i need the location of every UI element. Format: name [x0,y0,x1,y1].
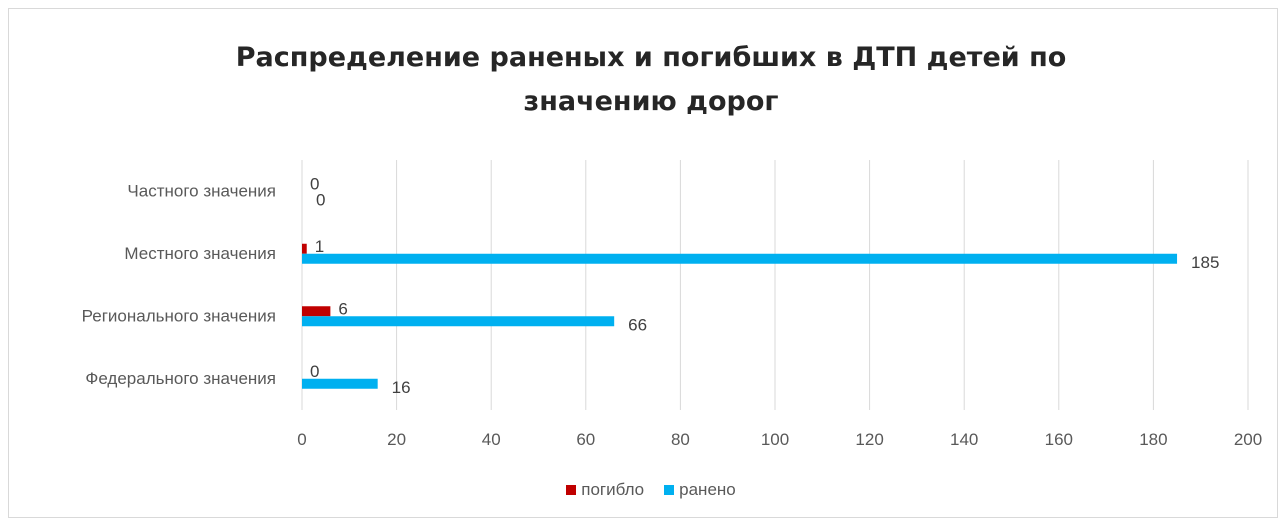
legend-item-0: погибло [566,480,644,500]
x-axis-ticks: 0 20 40 60 80 100 120 140 160 180 200 [297,430,1262,449]
x-tick-label-7: 140 [950,430,978,449]
data-label-died-2: 1 [315,237,324,256]
x-tick-label-9: 180 [1139,430,1167,449]
legend-swatch-0 [566,485,577,495]
legend-swatch-1 [664,485,675,495]
bar-injured-1 [302,316,615,327]
data-label-injured-2: 185 [1191,253,1219,272]
x-tick-label-5: 100 [761,430,789,449]
data-label-died-0: 0 [310,362,319,381]
data-label-injured-1: 66 [628,315,647,334]
x-tick-label-0: 0 [297,430,306,449]
data-label-injured-0: 16 [392,378,411,397]
bar-died-2 [302,243,307,254]
bar-injured-2 [302,253,1178,264]
legend-label-1: ранено [679,480,736,499]
bars [302,243,1178,389]
category-label-3: Частного значения [127,181,276,200]
data-label-died-1: 6 [338,299,347,318]
x-tick-label-6: 120 [855,430,883,449]
category-label-2: Местного значения [124,244,276,263]
data-label-died-3: 0 [310,174,319,193]
chart-title: Распределение раненых и погибших в ДТП д… [235,42,1067,117]
gridlines [301,160,1249,410]
y-axis-categories: Федерального значения Регионального значе… [82,181,276,388]
x-tick-label-10: 200 [1234,430,1262,449]
x-tick-label-2: 40 [482,430,501,449]
legend-item-1: ранено [664,480,736,500]
bar-died-1 [302,306,331,317]
legend-label-0: погибло [581,480,645,499]
x-tick-label-1: 20 [387,430,406,449]
category-label-1: Регионального значения [82,306,276,325]
legend: погибло ранено [0,480,1286,500]
x-tick-label-4: 80 [671,430,690,449]
data-label-injured-3: 0 [316,190,325,209]
category-label-0: Федерального значения [85,369,276,388]
x-tick-label-8: 160 [1045,430,1073,449]
bar-injured-0 [302,378,378,389]
x-tick-label-3: 60 [576,430,595,449]
